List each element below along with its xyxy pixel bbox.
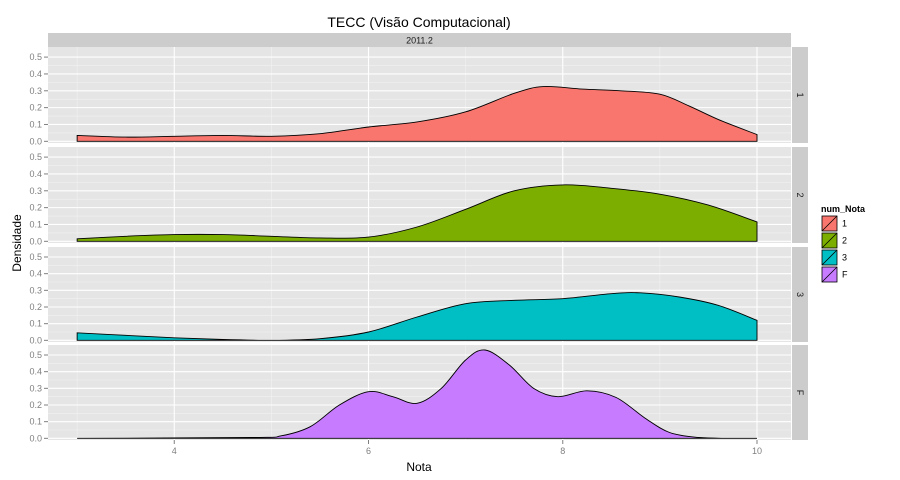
y-tick-label: 0.4 bbox=[29, 169, 42, 179]
legend-label-F: F bbox=[842, 270, 848, 280]
legend-label-2: 2 bbox=[842, 236, 847, 246]
y-tick-label: 0.0 bbox=[29, 433, 42, 443]
legend-label-1: 1 bbox=[842, 219, 847, 229]
legend: num_Nota 1 2 3 F bbox=[820, 204, 866, 284]
density-area-2 bbox=[76, 184, 758, 242]
y-tick-label: 0.0 bbox=[29, 335, 42, 345]
y-tick-label: 0.4 bbox=[29, 69, 42, 79]
y-tick-label: 0.3 bbox=[29, 383, 42, 393]
chart-title: TECC (Visão Computacional) bbox=[327, 14, 510, 30]
facet-strip-right-label: 1 bbox=[795, 92, 805, 97]
y-tick-label: 0.1 bbox=[29, 319, 42, 329]
facet-strip-right bbox=[792, 47, 808, 143]
facet-strip-top-label: 2011.2 bbox=[406, 36, 433, 46]
legend-key-slash bbox=[821, 266, 838, 283]
x-axis-title: Nota bbox=[406, 460, 432, 474]
x-axis: 4 6 8 10 bbox=[172, 440, 762, 456]
y-tick-label: 0.3 bbox=[29, 86, 42, 96]
facet-strip-right bbox=[792, 247, 808, 342]
y-tick-label: 0.3 bbox=[29, 285, 42, 295]
facet-strip-right bbox=[792, 147, 808, 243]
y-tick-label: 0.0 bbox=[29, 236, 42, 246]
facet-strip-right-label: 2 bbox=[795, 192, 805, 197]
legend-key-slash bbox=[821, 249, 838, 266]
density-area-1 bbox=[76, 86, 758, 142]
panel-F: 0.0 0.1 0.2 0.3 0.4 0.5 F bbox=[29, 345, 808, 443]
panel-2: 0.0 0.1 0.2 0.3 0.4 0.5 2 bbox=[29, 147, 808, 246]
y-tick-label: 0.0 bbox=[29, 136, 42, 146]
facet-strip-right-label: F bbox=[795, 390, 805, 396]
y-tick-label: 0.5 bbox=[29, 350, 42, 360]
y-axis-title: Densidade bbox=[10, 214, 24, 272]
y-tick-label: 0.1 bbox=[29, 119, 42, 129]
legend-label-3: 3 bbox=[842, 253, 847, 263]
facet-strip-right-label: 3 bbox=[795, 292, 805, 297]
facet-strip-top bbox=[48, 33, 791, 47]
legend-title: num_Nota bbox=[821, 204, 866, 214]
y-tick-label: 0.5 bbox=[29, 152, 42, 162]
x-tick-label: 4 bbox=[172, 446, 177, 456]
panel-3: 0.0 0.1 0.2 0.3 0.4 0.5 3 bbox=[29, 247, 808, 345]
facet-panels: 0.00.10.20.30.40.510.00.10.20.30.40.520.… bbox=[29, 47, 808, 443]
y-tick-label: 0.4 bbox=[29, 367, 42, 377]
y-tick-label: 0.3 bbox=[29, 186, 42, 196]
y-tick-label: 0.1 bbox=[29, 219, 42, 229]
legend-key-slash bbox=[821, 215, 838, 232]
y-tick-label: 0.5 bbox=[29, 252, 42, 262]
panel-1: 0.0 0.1 0.2 0.3 0.4 0.5 1 bbox=[29, 47, 808, 146]
x-tick-label: 6 bbox=[366, 446, 371, 456]
x-tick-label: 8 bbox=[560, 446, 565, 456]
y-tick-label: 0.4 bbox=[29, 269, 42, 279]
facet-strip-right bbox=[792, 345, 808, 440]
y-tick-label: 0.1 bbox=[29, 417, 42, 427]
density-area-3 bbox=[76, 292, 758, 341]
x-tick-label: 10 bbox=[752, 446, 762, 456]
y-tick-label: 0.2 bbox=[29, 400, 42, 410]
y-tick-label: 0.2 bbox=[29, 302, 42, 312]
y-tick-label: 0.2 bbox=[29, 203, 42, 213]
legend-key-slash bbox=[821, 232, 838, 249]
y-tick-label: 0.2 bbox=[29, 103, 42, 113]
density-area-F bbox=[77, 349, 758, 439]
y-tick-label: 0.5 bbox=[29, 52, 42, 62]
